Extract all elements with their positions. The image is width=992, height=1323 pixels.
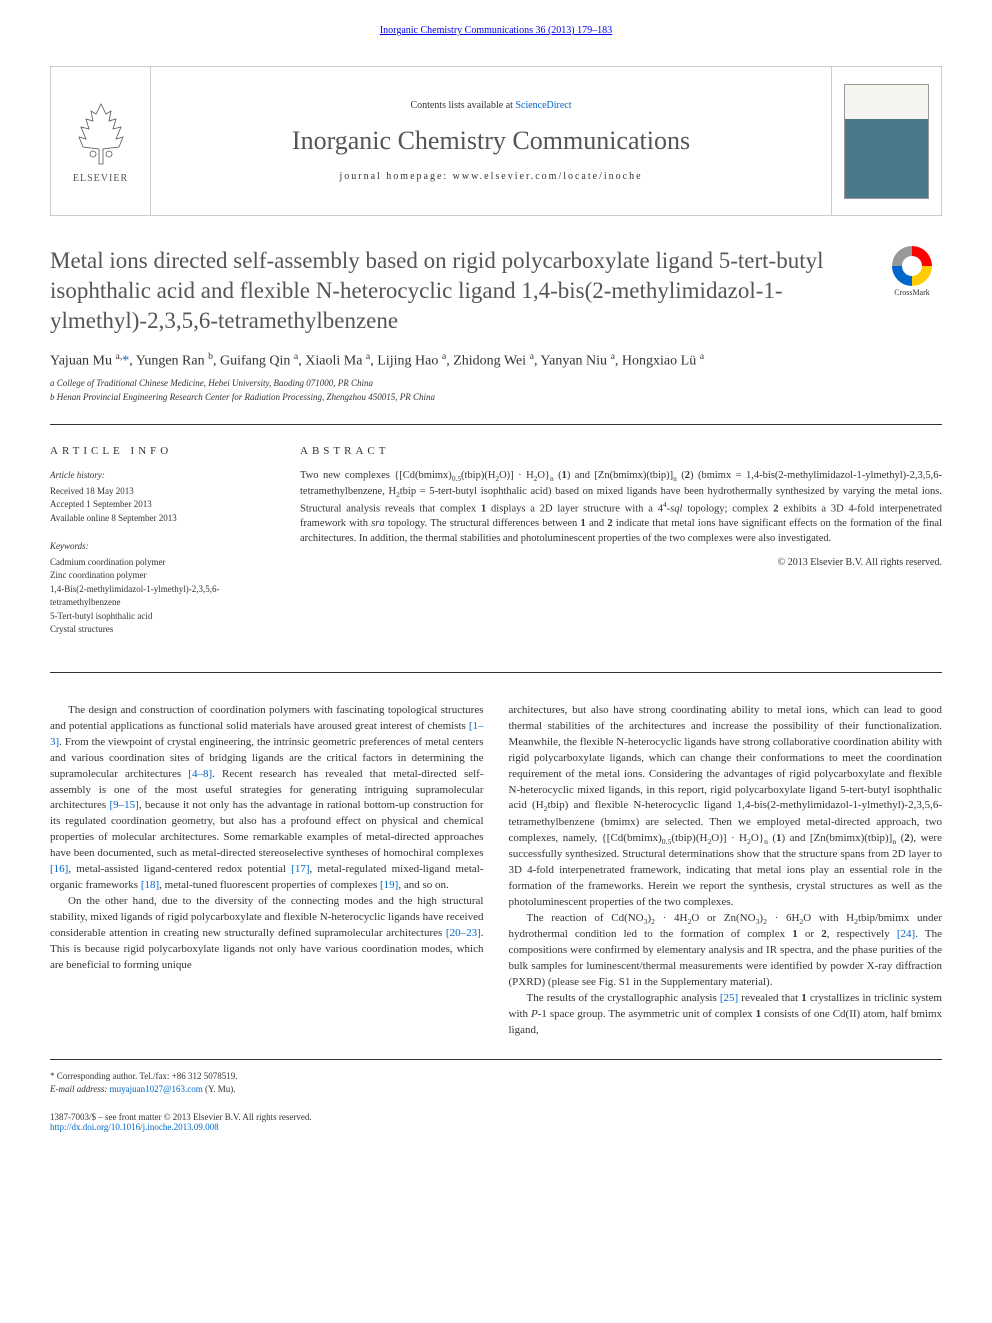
article-info-column: article info Article history: Received 1… xyxy=(50,445,270,652)
email-link[interactable]: muyajuan1027@163.com xyxy=(110,1084,203,1094)
keywords-block: Keywords: Cadmium coordination polymer Z… xyxy=(50,540,270,637)
history-received: Received 18 May 2013 xyxy=(50,485,270,499)
citation-link[interactable]: Inorganic Chemistry Communications 36 (2… xyxy=(380,25,612,36)
contents-line: Contents lists available at ScienceDirec… xyxy=(410,100,571,111)
keyword: Cadmium coordination polymer xyxy=(50,556,270,570)
body-paragraph: The results of the crystallographic anal… xyxy=(509,991,943,1039)
article-history: Article history: Received 18 May 2013 Ac… xyxy=(50,469,270,525)
history-online: Available online 8 September 2013 xyxy=(50,512,270,526)
divider-bottom xyxy=(50,672,942,673)
elsevier-tree-icon xyxy=(71,99,131,169)
keyword: Crystal structures xyxy=(50,623,270,637)
body-paragraph: The design and construction of coordinat… xyxy=(50,703,484,894)
publisher-name: ELSEVIER xyxy=(73,173,128,184)
abstract-copyright: © 2013 Elsevier B.V. All rights reserved… xyxy=(300,557,942,568)
corresponding-tel: * Corresponding author. Tel./fax: +86 31… xyxy=(50,1070,312,1084)
body-column-left: The design and construction of coordinat… xyxy=(50,703,484,1039)
body-paragraph: On the other hand, due to the diversity … xyxy=(50,894,484,974)
crossmark-label: CrossMark xyxy=(894,288,930,297)
journal-cover xyxy=(831,67,941,215)
cover-thumbnail xyxy=(844,84,929,199)
crossmark-icon xyxy=(892,246,932,286)
body-paragraph: The reaction of Cd(NO3)2 · 4H2O or Zn(NO… xyxy=(509,911,943,991)
journal-homepage: journal homepage: www.elsevier.com/locat… xyxy=(339,171,642,182)
affiliation-b: b Henan Provincial Engineering Research … xyxy=(50,391,942,405)
banner-center: Contents lists available at ScienceDirec… xyxy=(151,67,831,215)
article-info-heading: article info xyxy=(50,445,270,457)
keyword: 5-Tert-butyl isophthalic acid xyxy=(50,610,270,624)
body-column-right: architectures, but also have strong coor… xyxy=(509,703,943,1039)
body-paragraph: architectures, but also have strong coor… xyxy=(509,703,943,911)
sciencedirect-link[interactable]: ScienceDirect xyxy=(515,100,571,111)
contents-prefix: Contents lists available at xyxy=(410,100,515,111)
keyword: Zinc coordination polymer xyxy=(50,569,270,583)
authors-list: Yajuan Mu a,*, Yungen Ran b, Guifang Qin… xyxy=(50,351,942,370)
crossmark-badge[interactable]: CrossMark xyxy=(882,246,942,306)
abstract-column: abstract Two new complexes {[Cd(bmimx)0.… xyxy=(300,445,942,652)
email-suffix: (Y. Mu). xyxy=(203,1084,236,1094)
header-citation: Inorganic Chemistry Communications 36 (2… xyxy=(0,25,992,36)
keyword: 1,4-Bis(2-methylimidazol-1-ylmethyl)-2,3… xyxy=(50,583,270,610)
divider-top xyxy=(50,424,942,425)
history-accepted: Accepted 1 September 2013 xyxy=(50,498,270,512)
abstract-heading: abstract xyxy=(300,445,942,457)
history-label: Article history: xyxy=(50,469,270,483)
keywords-label: Keywords: xyxy=(50,540,270,554)
article-title: Metal ions directed self-assembly based … xyxy=(50,246,942,336)
affiliation-a: a College of Traditional Chinese Medicin… xyxy=(50,377,942,391)
doi-link[interactable]: http://dx.doi.org/10.1016/j.inoche.2013.… xyxy=(50,1122,219,1132)
corresponding-author: * Corresponding author. Tel./fax: +86 31… xyxy=(50,1070,312,1097)
publisher-logo: ELSEVIER xyxy=(51,67,151,215)
journal-name: Inorganic Chemistry Communications xyxy=(292,126,690,156)
issn-line: 1387-7003/$ – see front matter © 2013 El… xyxy=(50,1112,312,1122)
body-text: The design and construction of coordinat… xyxy=(50,703,942,1039)
page-footer: * Corresponding author. Tel./fax: +86 31… xyxy=(50,1059,942,1132)
email-label: E-mail address: xyxy=(50,1084,110,1094)
abstract-text: Two new complexes {[Cd(bmimx)0.5(tbip)(H… xyxy=(300,469,942,546)
affiliations: a College of Traditional Chinese Medicin… xyxy=(50,377,942,404)
journal-banner: ELSEVIER Contents lists available at Sci… xyxy=(50,66,942,216)
